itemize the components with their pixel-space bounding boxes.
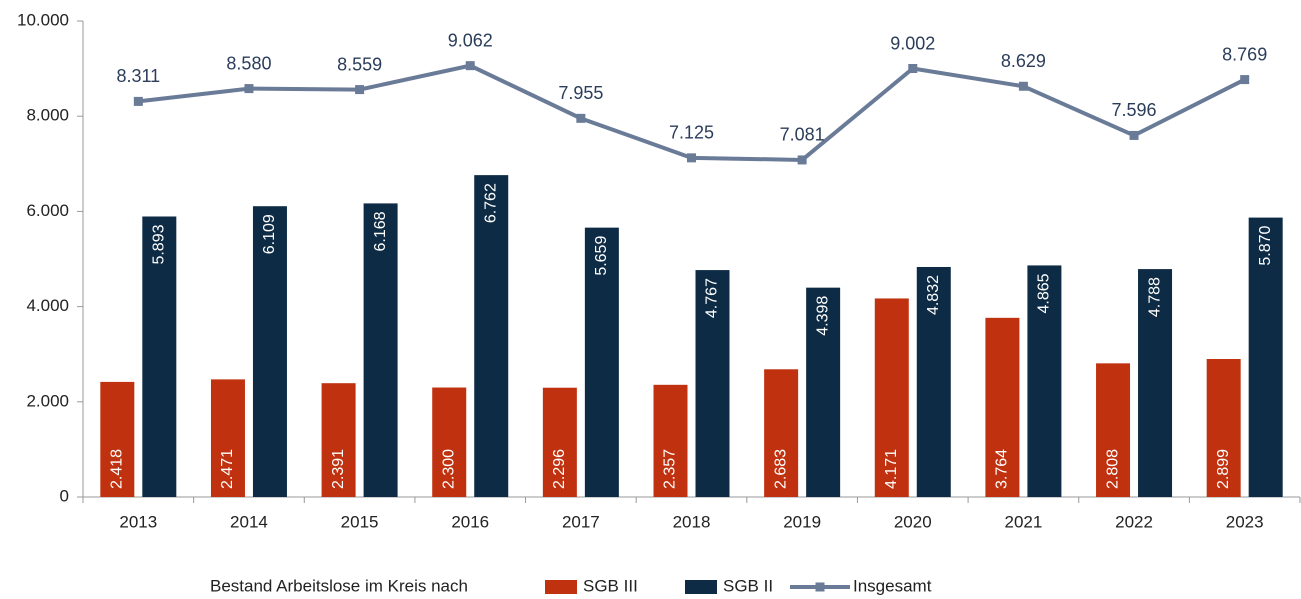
bar (252, 206, 287, 497)
legend-label: SGB II (723, 576, 773, 595)
line (138, 63, 1246, 162)
y-tick-label: 4.000 (26, 296, 69, 315)
x-tick-label: 2019 (783, 512, 821, 531)
bar (985, 317, 1020, 497)
line-value-label: 9.062 (448, 30, 493, 50)
bar (432, 387, 467, 497)
line-value-label: 8.629 (1001, 51, 1046, 71)
y-tick-label: 0 (60, 486, 69, 505)
bar (1248, 217, 1283, 497)
x-tick-label: 2015 (341, 512, 379, 531)
bar-value-label: 2.471 (219, 449, 236, 489)
legend-label: Insgesamt (853, 576, 932, 595)
x-tick-label: 2013 (119, 512, 157, 531)
line-marker (465, 61, 475, 71)
bar-value-label: 2.391 (330, 449, 347, 489)
bar-value-label: 2.808 (1104, 449, 1121, 489)
bar-value-label: 2.300 (440, 449, 457, 489)
bar (916, 266, 951, 497)
bar-value-label: 4.767 (704, 278, 721, 318)
y-tick-label: 6.000 (26, 201, 69, 220)
bar-value-label: 4.865 (1036, 273, 1053, 313)
legend-swatch (545, 580, 577, 594)
y-tick-label: 10.000 (17, 10, 69, 29)
bar-value-label: 2.418 (109, 449, 126, 489)
bar (653, 384, 688, 497)
bar-value-label: 4.832 (925, 275, 942, 315)
bar (1027, 265, 1062, 497)
bar-value-label: 2.357 (662, 449, 679, 489)
line-marker (355, 85, 365, 95)
bar (210, 379, 245, 497)
bar-value-label: 5.870 (1257, 225, 1274, 265)
line-value-label: 7.955 (558, 83, 603, 103)
bar-value-label: 6.109 (261, 214, 278, 254)
bar-value-label: 2.683 (772, 449, 789, 489)
bar (764, 369, 799, 497)
bar-value-label: 4.171 (883, 449, 900, 489)
bar (874, 298, 909, 497)
line-marker (687, 153, 696, 163)
line-marker (576, 113, 586, 123)
line-marker (1129, 130, 1139, 140)
bar-value-label: 4.788 (1146, 277, 1163, 317)
x-tick-label: 2020 (894, 512, 932, 531)
bar (695, 270, 730, 497)
bar (1206, 359, 1241, 497)
legend-label: SGB III (583, 576, 638, 595)
line-value-label: 8.559 (337, 54, 382, 74)
bar (142, 216, 177, 497)
bar (321, 383, 356, 497)
bar-value-label: 6.762 (482, 183, 499, 223)
bar (584, 227, 619, 498)
bar (1138, 269, 1173, 497)
x-tick-label: 2017 (562, 512, 600, 531)
legend-title: Bestand Arbeitslose im Kreis nach (210, 576, 468, 595)
x-tick-label: 2018 (673, 512, 711, 531)
line-value-label: 9.002 (890, 33, 935, 53)
line-value-label: 8.311 (116, 66, 160, 86)
line-marker (133, 96, 143, 106)
line-marker (908, 64, 918, 74)
x-tick-label: 2023 (1226, 512, 1264, 531)
bar (474, 175, 509, 498)
bar-value-label: 6.168 (372, 211, 389, 251)
line-value-label: 7.125 (669, 123, 714, 143)
bar (806, 287, 841, 497)
bar (542, 387, 577, 497)
line-marker (1018, 81, 1028, 91)
x-tick-label: 2014 (230, 512, 268, 531)
bar-value-label: 4.398 (814, 296, 831, 336)
y-tick-label: 8.000 (26, 106, 69, 125)
bar-value-label: 3.764 (994, 449, 1011, 489)
bar-value-label: 2.899 (1215, 449, 1232, 489)
bar (1096, 363, 1131, 497)
legend-swatch (815, 582, 825, 592)
line-value-label: 8.769 (1222, 44, 1267, 64)
line-marker (797, 155, 807, 165)
bar (363, 203, 398, 497)
line-marker (1240, 75, 1250, 85)
line-value-label: 7.596 (1112, 100, 1157, 120)
y-tick-label: 2.000 (26, 391, 69, 410)
x-tick-label: 2022 (1115, 512, 1153, 531)
x-tick-label: 2016 (451, 512, 489, 531)
line-value-label: 7.081 (780, 125, 825, 145)
bar-value-label: 2.296 (551, 449, 568, 489)
legend-swatch (685, 580, 717, 594)
bar-value-label: 5.893 (151, 224, 168, 264)
line-marker (244, 84, 254, 94)
line-value-label: 8.580 (226, 53, 271, 73)
x-tick-label: 2021 (1004, 512, 1042, 531)
bar-value-label: 5.659 (593, 236, 610, 276)
bar (100, 381, 135, 497)
